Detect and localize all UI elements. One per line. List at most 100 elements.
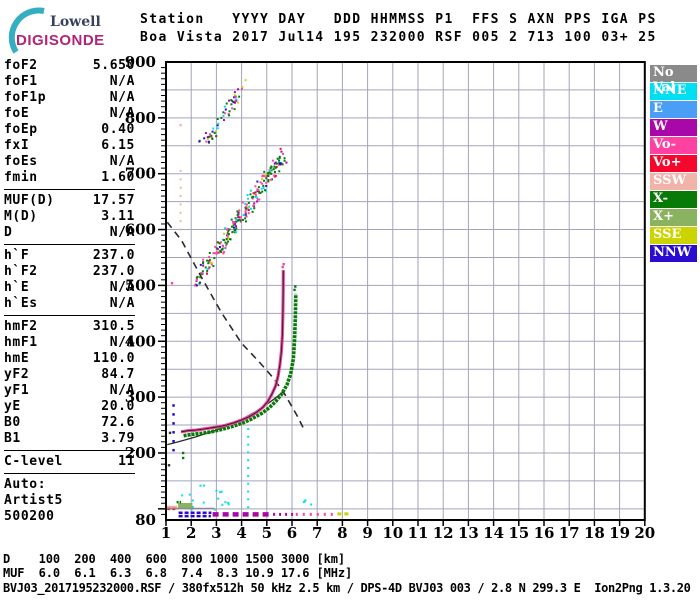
param-value: 84.7 (101, 367, 135, 382)
param-row-b0: B0 72.6 (4, 415, 135, 431)
panel-divider (4, 315, 135, 316)
param-row-fmin: fmin 1.60 (4, 170, 135, 186)
param-value: N/A (109, 154, 135, 169)
svg-text:1: 1 (161, 524, 171, 542)
param-value: N/A (109, 280, 135, 295)
param-value: 237.0 (92, 264, 135, 279)
param-value: 6.15 (101, 138, 135, 153)
param-label: B1 (4, 431, 21, 446)
param-label: MUF(D) (4, 193, 55, 208)
legend-item-vo-: Vo- (650, 137, 697, 154)
svg-text:600: 600 (125, 221, 156, 239)
svg-text:15: 15 (508, 524, 529, 542)
param-label: 500200 (4, 509, 55, 524)
param-label: h`E (4, 280, 30, 295)
svg-text:13: 13 (458, 524, 479, 542)
param-value: 310.5 (92, 319, 135, 334)
param-label: D (4, 225, 13, 240)
param-value: N/A (109, 296, 135, 311)
svg-text:800: 800 (125, 109, 156, 127)
param-label: foF1p (4, 90, 47, 105)
svg-text:10: 10 (382, 524, 403, 542)
param-label: hmF2 (4, 319, 38, 334)
param-label: M(D) (4, 209, 38, 224)
param-row-ye: yE 20.0 (4, 399, 135, 415)
param-label: B0 (4, 415, 21, 430)
param-row-foep: foEp 0.40 (4, 122, 135, 138)
param-label: fmin (4, 170, 38, 185)
svg-text:17: 17 (559, 524, 580, 542)
param-value: 1.60 (101, 170, 135, 185)
param-value: N/A (109, 74, 135, 89)
param-value: 20.0 (101, 399, 135, 414)
param-label: foEs (4, 154, 38, 169)
panel-divider (4, 244, 135, 245)
svg-text:12: 12 (433, 524, 454, 542)
param-row-m-d-: M(D) 3.11 (4, 209, 135, 225)
param-value: 5.650 (92, 58, 135, 73)
param-label: hmF1 (4, 335, 38, 350)
logo-lowell-text: Lowell (50, 14, 101, 30)
svg-text:80: 80 (135, 511, 156, 529)
svg-text:9: 9 (362, 524, 372, 542)
svg-text:700: 700 (125, 165, 156, 183)
logo-arc-icon (8, 7, 45, 54)
param-label: h`F (4, 248, 30, 263)
param-row-500200: 500200 (4, 509, 135, 525)
svg-text:18: 18 (584, 524, 605, 542)
svg-text:5: 5 (262, 524, 272, 542)
param-label: foF1 (4, 74, 38, 89)
header-columns-line: Station YYYY DAY DDD HHMMSS P1 FFS S AXN… (140, 12, 657, 27)
param-row-fof1: foF1 N/A (4, 74, 135, 90)
param-row-artist5: Artist5 (4, 493, 135, 509)
param-label: yE (4, 399, 21, 414)
param-row-b1: B1 3.79 (4, 431, 135, 447)
svg-text:2: 2 (186, 524, 196, 542)
param-label: foEp (4, 122, 38, 137)
legend-item-noval: No Val (650, 65, 697, 95)
panel-divider (4, 450, 135, 451)
header-values-line: Boa Vista 2017 Jul14 195 232000 RSF 005 … (140, 30, 657, 45)
param-row-h-f: h`F 237.0 (4, 248, 135, 264)
svg-text:3: 3 (211, 524, 221, 542)
param-row-hme: hmE 110.0 (4, 351, 135, 367)
param-label: hmE (4, 351, 30, 366)
param-row-fxi: fxI 6.15 (4, 138, 135, 154)
svg-text:400: 400 (125, 332, 156, 350)
parameter-panel: foF2 5.650 foF1 N/A foF1p N/A foE N/A foEp 0.40 fx… (4, 58, 135, 525)
param-value: N/A (109, 335, 135, 350)
svg-text:200: 200 (125, 444, 156, 462)
legend-item-w: W (650, 119, 697, 136)
svg-text:16: 16 (534, 524, 555, 542)
legend-item-x+: X+ (650, 209, 697, 226)
param-row-h-f2: h`F2 237.0 (4, 264, 135, 280)
param-label: h`F2 (4, 264, 38, 279)
legend-item-nnw: NNW (650, 245, 697, 262)
legend-item-vo+: Vo+ (650, 155, 697, 172)
param-row-h-es: h`Es N/A (4, 296, 135, 312)
param-row-yf2: yF2 84.7 (4, 367, 135, 383)
svg-text:300: 300 (125, 388, 156, 406)
muf-row: MUF 6.0 6.1 6.3 6.8 7.4 8.3 10.9 17.6 [M… (3, 566, 353, 580)
legend-item-sse: SSE (650, 227, 697, 244)
svg-text:20: 20 (634, 524, 655, 542)
svg-text:500: 500 (125, 276, 156, 294)
legend-item-nne: NNE (650, 83, 697, 100)
svg-text:7: 7 (312, 524, 322, 542)
digisonde-logo: Lowell DIGISONDE (6, 6, 131, 56)
svg-text:4: 4 (236, 524, 246, 542)
param-row-muf-d-: MUF(D) 17.57 (4, 193, 135, 209)
legend-item-ssw: SSW (650, 173, 697, 190)
legend-item-x-: X- (650, 191, 697, 208)
param-value: 3.11 (101, 209, 135, 224)
param-value: 237.0 (92, 248, 135, 263)
param-label: yF2 (4, 367, 30, 382)
distance-row: D 100 200 400 600 800 1000 1500 3000 [km… (3, 552, 345, 566)
param-row-h-e: h`E N/A (4, 280, 135, 296)
param-row-auto-: Auto: (4, 477, 135, 493)
param-value: 110.0 (92, 351, 135, 366)
svg-text:19: 19 (609, 524, 630, 542)
panel-divider (4, 189, 135, 190)
